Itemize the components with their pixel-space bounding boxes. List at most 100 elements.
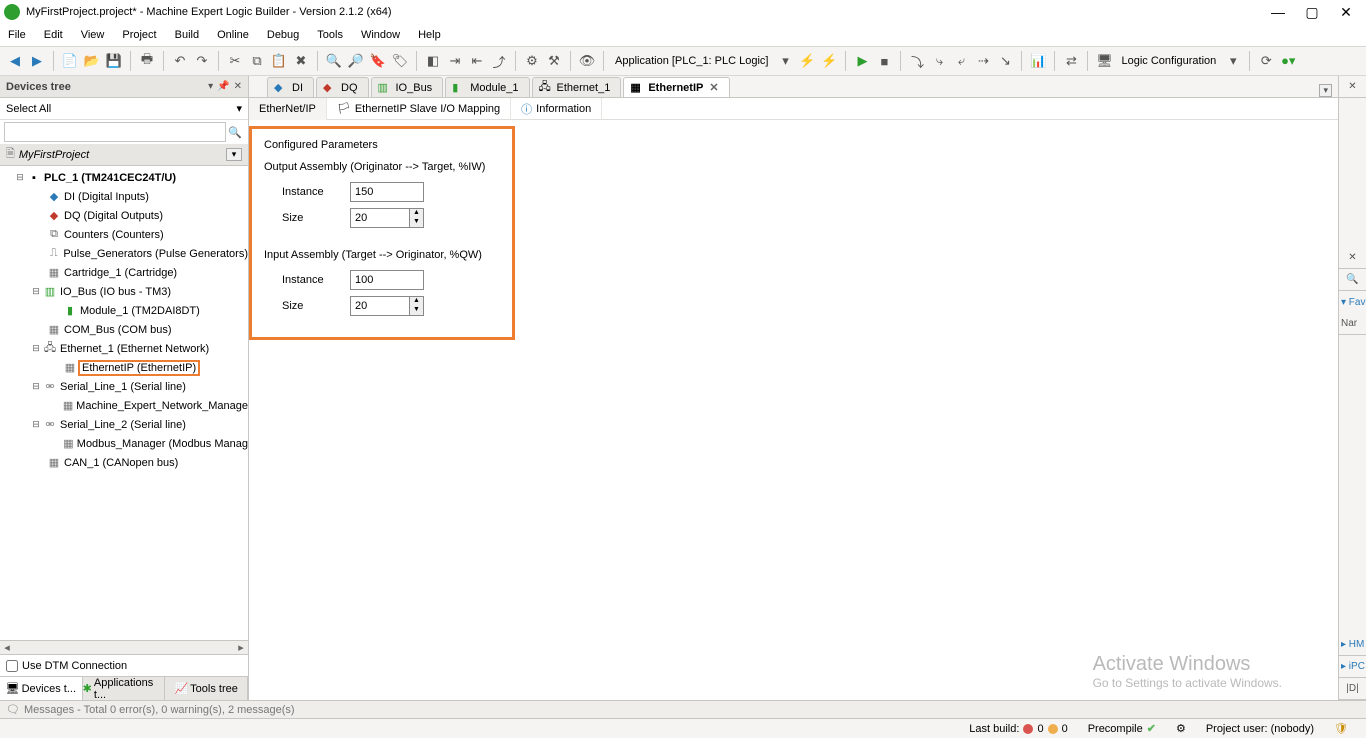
print-icon[interactable]: 🖶 bbox=[138, 52, 156, 70]
tree-modbus[interactable]: ▦Modbus_Manager (Modbus Manag bbox=[0, 434, 248, 453]
collapse-icon[interactable]: ⊟ bbox=[30, 343, 42, 354]
cursor-icon[interactable]: ↘ bbox=[996, 52, 1014, 70]
compare-icon[interactable]: ⇄ bbox=[1062, 52, 1080, 70]
spin-up-icon[interactable]: ▲ bbox=[410, 209, 423, 218]
tree-pulse[interactable]: ⎍Pulse_Generators (Pulse Generators) bbox=[0, 244, 248, 263]
in-size-input[interactable] bbox=[350, 296, 410, 316]
watch-icon[interactable]: 👁 bbox=[578, 52, 596, 70]
step2-icon[interactable]: ⇤ bbox=[468, 52, 486, 70]
panel-close-icon[interactable]: ✕ bbox=[234, 81, 242, 92]
delete-icon[interactable]: ✖ bbox=[292, 52, 310, 70]
tab-devices[interactable]: 🖥Devices t... bbox=[0, 677, 83, 700]
tree-combus[interactable]: ▦COM_Bus (COM bus) bbox=[0, 320, 248, 339]
spin-down-icon[interactable]: ▼ bbox=[410, 306, 423, 315]
build2-icon[interactable]: ⚒ bbox=[545, 52, 563, 70]
menu-online[interactable]: Online bbox=[217, 29, 249, 41]
menu-build[interactable]: Build bbox=[175, 29, 199, 41]
tab-iobus[interactable]: ▥IO_Bus bbox=[371, 77, 444, 97]
select-all-row[interactable]: Select All ▾ bbox=[0, 98, 248, 120]
tabs-overflow-icon[interactable]: ▾ bbox=[1319, 84, 1332, 97]
menu-project[interactable]: Project bbox=[122, 29, 156, 41]
tab-di[interactable]: ◆DI bbox=[267, 77, 314, 97]
find-icon[interactable]: 🔍 bbox=[325, 52, 343, 70]
dropdown2-icon[interactable]: ▾ bbox=[1224, 52, 1242, 70]
find-next-icon[interactable]: 🔎 bbox=[347, 52, 365, 70]
dropdown-icon[interactable]: ▾ bbox=[776, 52, 794, 70]
menu-tools[interactable]: Tools bbox=[317, 29, 343, 41]
tree-mexpert[interactable]: ▦Machine_Expert_Network_Manage bbox=[0, 396, 248, 415]
collapse-icon[interactable]: ⊟ bbox=[30, 419, 42, 430]
run-icon[interactable]: ▶ bbox=[853, 52, 871, 70]
in-size-spinner[interactable]: ▲▼ bbox=[410, 296, 424, 316]
tree-module[interactable]: ▮Module_1 (TM2DAI8DT) bbox=[0, 301, 248, 320]
config-icon[interactable]: 🖥 bbox=[1095, 52, 1113, 70]
breakpoint-icon[interactable]: ◧ bbox=[424, 52, 442, 70]
step-into-icon[interactable]: ⤷ bbox=[930, 52, 948, 70]
paste-icon[interactable]: 📋 bbox=[270, 52, 288, 70]
menu-help[interactable]: Help bbox=[418, 29, 441, 41]
logout-icon[interactable]: ⚡ bbox=[820, 52, 838, 70]
tree-search-input[interactable] bbox=[4, 122, 226, 142]
minimize-button[interactable]: — bbox=[1270, 4, 1286, 21]
panel-dropdown-icon[interactable]: ▾ bbox=[208, 81, 213, 92]
tab-dq[interactable]: ◆DQ bbox=[316, 77, 369, 97]
app-context[interactable]: Application [PLC_1: PLC Logic] bbox=[611, 55, 772, 67]
menu-debug[interactable]: Debug bbox=[267, 29, 299, 41]
close-button[interactable]: ✕ bbox=[1338, 4, 1354, 21]
out-size-spinner[interactable]: ▲▼ bbox=[410, 208, 424, 228]
stop-icon[interactable]: ■ bbox=[875, 52, 893, 70]
tree-eth1[interactable]: ⊟🖧Ethernet_1 (Ethernet Network) bbox=[0, 339, 248, 358]
bookmark2-icon[interactable]: 🏷 bbox=[391, 52, 409, 70]
right-fav[interactable]: ▾ Fav bbox=[1339, 291, 1366, 313]
tree-cartridge[interactable]: ▦Cartridge_1 (Cartridge) bbox=[0, 263, 248, 282]
menu-file[interactable]: File bbox=[8, 29, 26, 41]
status-icon[interactable]: ●▾ bbox=[1279, 52, 1297, 70]
copy-icon[interactable]: ⧉ bbox=[248, 52, 266, 70]
step-run-icon[interactable]: ⇢ bbox=[974, 52, 992, 70]
tree-iobus[interactable]: ⊟▥IO_Bus (IO bus - TM3) bbox=[0, 282, 248, 301]
right-nar[interactable]: Nar bbox=[1339, 313, 1366, 335]
right-d[interactable]: |D| bbox=[1339, 678, 1366, 700]
logic-config[interactable]: Logic Configuration bbox=[1117, 55, 1220, 67]
tree-counters[interactable]: ⧉Counters (Counters) bbox=[0, 225, 248, 244]
new-icon[interactable]: 📄 bbox=[61, 52, 79, 70]
tab-module[interactable]: ▮Module_1 bbox=[445, 77, 529, 97]
menu-edit[interactable]: Edit bbox=[44, 29, 63, 41]
tree-di[interactable]: ◆DI (Digital Inputs) bbox=[0, 187, 248, 206]
tree-ethip[interactable]: ▦EthernetIP (EthernetIP) bbox=[0, 358, 248, 377]
panel-pin-icon[interactable]: 📌 bbox=[217, 81, 229, 92]
undo-icon[interactable]: ↶ bbox=[171, 52, 189, 70]
login-icon[interactable]: ⚡ bbox=[798, 52, 816, 70]
project-dropdown-icon[interactable]: ▾ bbox=[226, 148, 242, 161]
save-icon[interactable]: 💾 bbox=[105, 52, 123, 70]
maximize-button[interactable]: ▢ bbox=[1304, 4, 1320, 21]
scroll-left-icon[interactable]: ◂ bbox=[0, 641, 14, 654]
subtab-information[interactable]: ⓘInformation bbox=[511, 98, 602, 120]
tab-close-icon[interactable]: ✕ bbox=[709, 81, 718, 94]
menu-window[interactable]: Window bbox=[361, 29, 400, 41]
build-icon[interactable]: ⚙ bbox=[523, 52, 541, 70]
cut-icon[interactable]: ✂ bbox=[226, 52, 244, 70]
tree-serial2[interactable]: ⊟⚮Serial_Line_2 (Serial line) bbox=[0, 415, 248, 434]
nav-fwd-icon[interactable]: ▶ bbox=[28, 52, 46, 70]
out-size-input[interactable] bbox=[350, 208, 410, 228]
tab-eth1[interactable]: 🖧Ethernet_1 bbox=[532, 77, 622, 97]
shield-icon[interactable]: 🛡 bbox=[1334, 722, 1348, 735]
tab-ethip[interactable]: ▦EthernetIP✕ bbox=[623, 77, 729, 97]
project-row[interactable]: 🗎 MyFirstProject ▾ bbox=[0, 144, 248, 166]
bookmark-icon[interactable]: 🔖 bbox=[369, 52, 387, 70]
select-dropdown-icon[interactable]: ▾ bbox=[236, 102, 242, 115]
out-instance-input[interactable] bbox=[350, 182, 424, 202]
right-ipc[interactable]: ▸ iPC bbox=[1339, 656, 1366, 678]
step-out-icon[interactable]: ⤶ bbox=[952, 52, 970, 70]
tree-dq[interactable]: ◆DQ (Digital Outputs) bbox=[0, 206, 248, 225]
redo-icon[interactable]: ↷ bbox=[193, 52, 211, 70]
trace-icon[interactable]: 📊 bbox=[1029, 52, 1047, 70]
right-close-icon[interactable]: ✕ bbox=[1339, 76, 1366, 98]
spin-up-icon[interactable]: ▲ bbox=[410, 297, 423, 306]
tree-serial1[interactable]: ⊟⚮Serial_Line_1 (Serial line) bbox=[0, 377, 248, 396]
scroll-right-icon[interactable]: ▸ bbox=[234, 641, 248, 654]
collapse-icon[interactable]: ⊟ bbox=[30, 286, 42, 297]
right-search-icon[interactable]: 🔍 bbox=[1339, 269, 1366, 291]
right-close2-icon[interactable]: ✕ bbox=[1339, 247, 1366, 269]
